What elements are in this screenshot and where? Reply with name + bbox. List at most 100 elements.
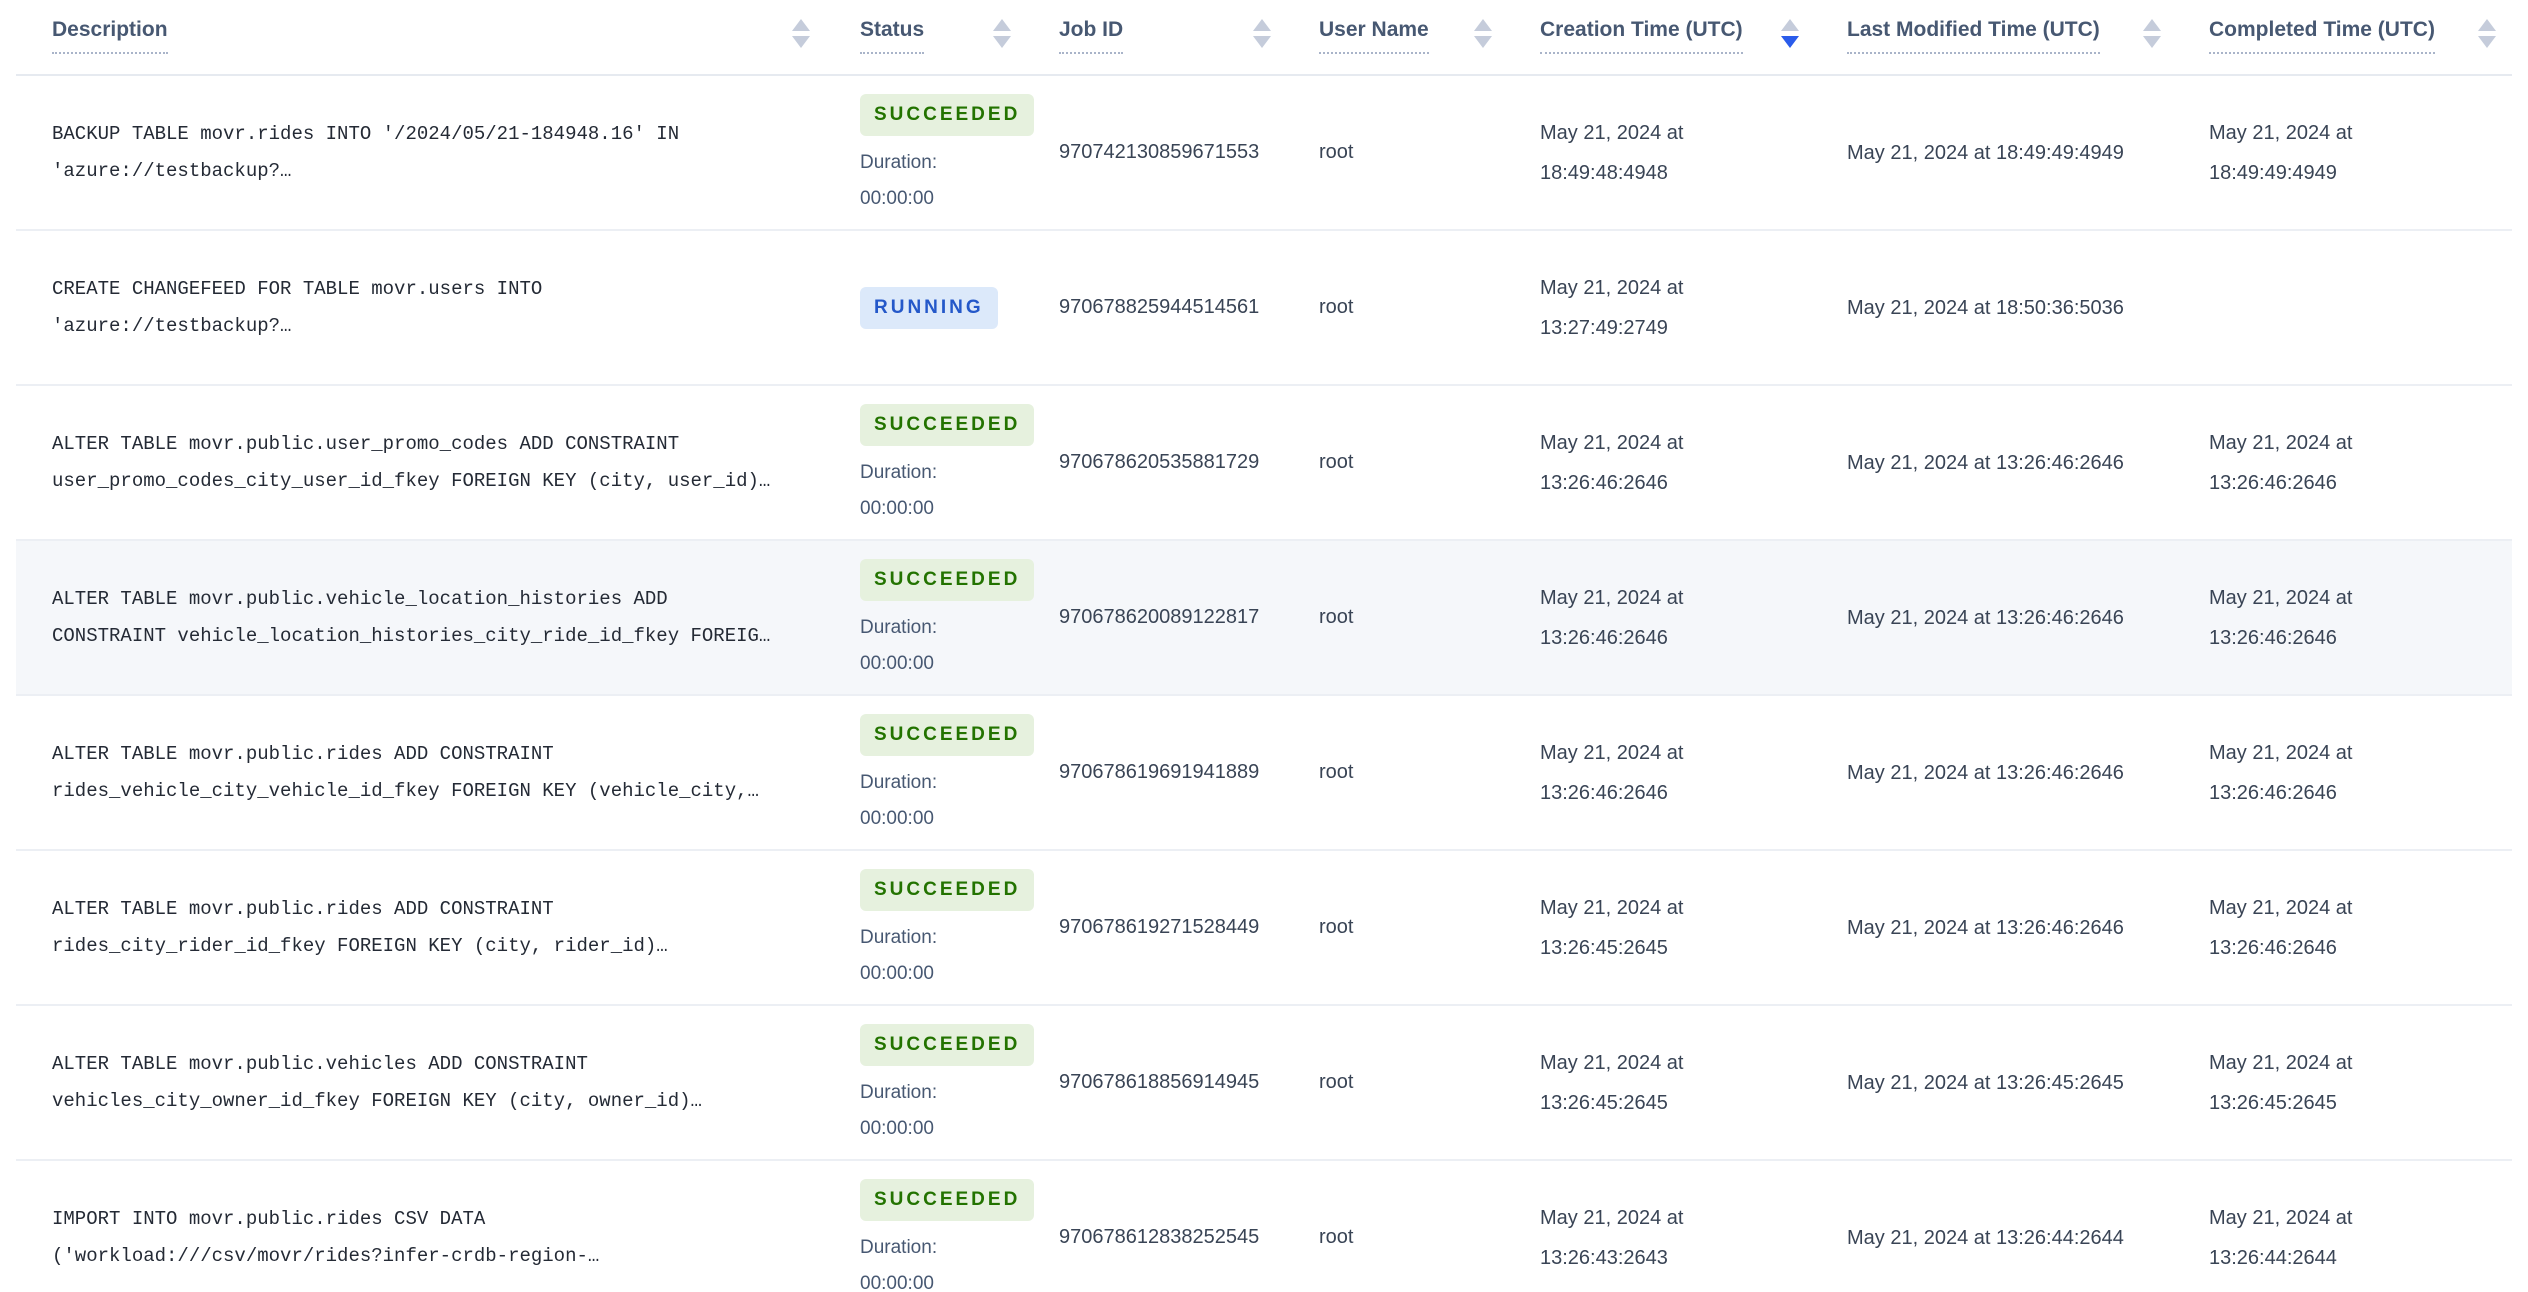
sort-down-arrow-icon — [1474, 36, 1492, 48]
user-name: root — [1319, 606, 1354, 628]
sort-down-arrow-icon — [1781, 36, 1799, 48]
sort-down-arrow-icon — [1253, 36, 1271, 48]
status-badge: RUNNING — [860, 286, 998, 329]
completed-time: May 21, 2024 at 13:26:46:2646 — [2209, 431, 2353, 494]
creation-time: May 21, 2024 at 13:26:45:2645 — [1540, 896, 1684, 959]
completed-time: May 21, 2024 at 13:26:45:2645 — [2209, 1051, 2353, 1114]
duration-value: 00:00:00 — [860, 962, 934, 984]
duration: Duration: 00:00:00 — [860, 150, 1011, 212]
last-modified-time: May 21, 2024 at 13:26:44:2644 — [1847, 1226, 2124, 1249]
user-name: root — [1319, 1071, 1354, 1093]
status-badge: SUCCEEDED — [860, 93, 1035, 136]
job-description[interactable]: ALTER TABLE movr.public.rides ADD CONSTR… — [52, 742, 759, 802]
job-id: 970678620089122817 — [1059, 606, 1260, 628]
job-id: 970742130859671553 — [1059, 141, 1260, 163]
column-header-job_id[interactable]: Job ID — [1059, 17, 1319, 74]
job-description[interactable]: ALTER TABLE movr.public.vehicle_location… — [52, 587, 771, 647]
completed-time: May 21, 2024 at 18:49:49:4949 — [2209, 121, 2353, 184]
table-header: Description Status Job ID User Name Crea… — [16, 0, 2512, 76]
table-row[interactable]: CREATE CHANGEFEED FOR TABLE movr.users I… — [16, 231, 2512, 386]
user-name: root — [1319, 141, 1354, 163]
column-header-label: Creation Time (UTC) — [1540, 17, 1743, 54]
status-badge: SUCCEEDED — [860, 1178, 1035, 1221]
table-row[interactable]: ALTER TABLE movr.public.vehicles ADD CON… — [16, 1006, 2512, 1161]
job-description[interactable]: ALTER TABLE movr.public.rides ADD CONSTR… — [52, 897, 668, 957]
status-cell: SUCCEEDED Duration: 00:00:00 — [860, 558, 1059, 677]
column-header-label: Job ID — [1059, 17, 1124, 54]
creation-time: May 21, 2024 at 18:49:48:4948 — [1540, 121, 1684, 184]
duration-label: Duration: — [860, 1081, 938, 1103]
column-header-description[interactable]: Description — [16, 17, 860, 74]
user-name: root — [1319, 451, 1354, 473]
sort-icon[interactable] — [993, 19, 1011, 48]
column-header-user[interactable]: User Name — [1319, 17, 1540, 74]
sort-icon[interactable] — [2143, 19, 2161, 48]
job-id: 970678825944514561 — [1059, 296, 1260, 318]
creation-time: May 21, 2024 at 13:27:49:2749 — [1540, 276, 1684, 339]
duration: Duration: 00:00:00 — [860, 1235, 1011, 1292]
duration-value: 00:00:00 — [860, 807, 934, 829]
sort-down-arrow-icon — [993, 36, 1011, 48]
status-badge: SUCCEEDED — [860, 1023, 1035, 1066]
sort-icon[interactable] — [2478, 19, 2496, 48]
last-modified-time: May 21, 2024 at 13:26:46:2646 — [1847, 451, 2124, 474]
completed-time: May 21, 2024 at 13:26:46:2646 — [2209, 741, 2353, 804]
table-row[interactable]: ALTER TABLE movr.public.user_promo_codes… — [16, 386, 2512, 541]
job-id: 970678619691941889 — [1059, 761, 1260, 783]
duration-value: 00:00:00 — [860, 187, 934, 209]
table-row[interactable]: BACKUP TABLE movr.rides INTO '/2024/05/2… — [16, 76, 2512, 231]
status-cell: SUCCEEDED Duration: 00:00:00 — [860, 713, 1059, 832]
last-modified-time: May 21, 2024 at 13:26:46:2646 — [1847, 916, 2124, 939]
sort-up-arrow-icon — [2478, 19, 2496, 31]
sort-icon[interactable] — [1781, 19, 1799, 48]
completed-time: May 21, 2024 at 13:26:44:2644 — [2209, 1206, 2353, 1269]
sort-up-arrow-icon — [1253, 19, 1271, 31]
column-header-modified[interactable]: Last Modified Time (UTC) — [1847, 17, 2209, 74]
status-cell: SUCCEEDED Duration: 00:00:00 — [860, 1178, 1059, 1292]
job-id: 970678619271528449 — [1059, 916, 1260, 938]
job-description[interactable]: ALTER TABLE movr.public.vehicles ADD CON… — [52, 1052, 702, 1112]
column-header-label: Description — [52, 17, 168, 54]
column-header-completed[interactable]: Completed Time (UTC) — [2209, 17, 2512, 74]
duration: Duration: 00:00:00 — [860, 925, 1011, 987]
table-row[interactable]: ALTER TABLE movr.public.vehicle_location… — [16, 541, 2512, 696]
sort-icon[interactable] — [1474, 19, 1492, 48]
sort-up-arrow-icon — [1474, 19, 1492, 31]
duration-label: Duration: — [860, 1236, 938, 1258]
column-header-status[interactable]: Status — [860, 17, 1059, 74]
job-id: 970678618856914945 — [1059, 1071, 1260, 1093]
creation-time: May 21, 2024 at 13:26:43:2643 — [1540, 1206, 1684, 1269]
table-body: BACKUP TABLE movr.rides INTO '/2024/05/2… — [16, 76, 2512, 1292]
sort-up-arrow-icon — [1781, 19, 1799, 31]
sort-icon[interactable] — [1253, 19, 1271, 48]
sort-icon[interactable] — [792, 19, 810, 48]
status-cell: SUCCEEDED Duration: 00:00:00 — [860, 93, 1059, 212]
duration-value: 00:00:00 — [860, 1272, 934, 1292]
job-description[interactable]: CREATE CHANGEFEED FOR TABLE movr.users I… — [52, 277, 543, 337]
status-cell: RUNNING — [860, 286, 1059, 329]
table-row[interactable]: ALTER TABLE movr.public.rides ADD CONSTR… — [16, 851, 2512, 1006]
job-description[interactable]: BACKUP TABLE movr.rides INTO '/2024/05/2… — [52, 122, 680, 182]
job-description[interactable]: ALTER TABLE movr.public.user_promo_codes… — [52, 432, 771, 492]
duration-label: Duration: — [860, 771, 938, 793]
column-header-label: Status — [860, 17, 925, 54]
last-modified-time: May 21, 2024 at 13:26:46:2646 — [1847, 606, 2124, 629]
duration: Duration: 00:00:00 — [860, 615, 1011, 677]
column-header-created[interactable]: Creation Time (UTC) — [1540, 17, 1847, 74]
creation-time: May 21, 2024 at 13:26:46:2646 — [1540, 586, 1684, 649]
job-id: 970678620535881729 — [1059, 451, 1260, 473]
sort-down-arrow-icon — [792, 36, 810, 48]
job-description[interactable]: IMPORT INTO movr.public.rides CSV DATA ('… — [52, 1207, 600, 1267]
last-modified-time: May 21, 2024 at 18:49:49:4949 — [1847, 141, 2124, 164]
completed-time: May 21, 2024 at 13:26:46:2646 — [2209, 586, 2353, 649]
status-cell: SUCCEEDED Duration: 00:00:00 — [860, 868, 1059, 987]
completed-time: May 21, 2024 at 13:26:46:2646 — [2209, 896, 2353, 959]
duration: Duration: 00:00:00 — [860, 770, 1011, 832]
last-modified-time: May 21, 2024 at 13:26:46:2646 — [1847, 761, 2124, 784]
table-row[interactable]: IMPORT INTO movr.public.rides CSV DATA ('… — [16, 1161, 2512, 1292]
sort-up-arrow-icon — [2143, 19, 2161, 31]
status-badge: SUCCEEDED — [860, 403, 1035, 446]
table-row[interactable]: ALTER TABLE movr.public.rides ADD CONSTR… — [16, 696, 2512, 851]
status-cell: SUCCEEDED Duration: 00:00:00 — [860, 403, 1059, 522]
user-name: root — [1319, 761, 1354, 783]
